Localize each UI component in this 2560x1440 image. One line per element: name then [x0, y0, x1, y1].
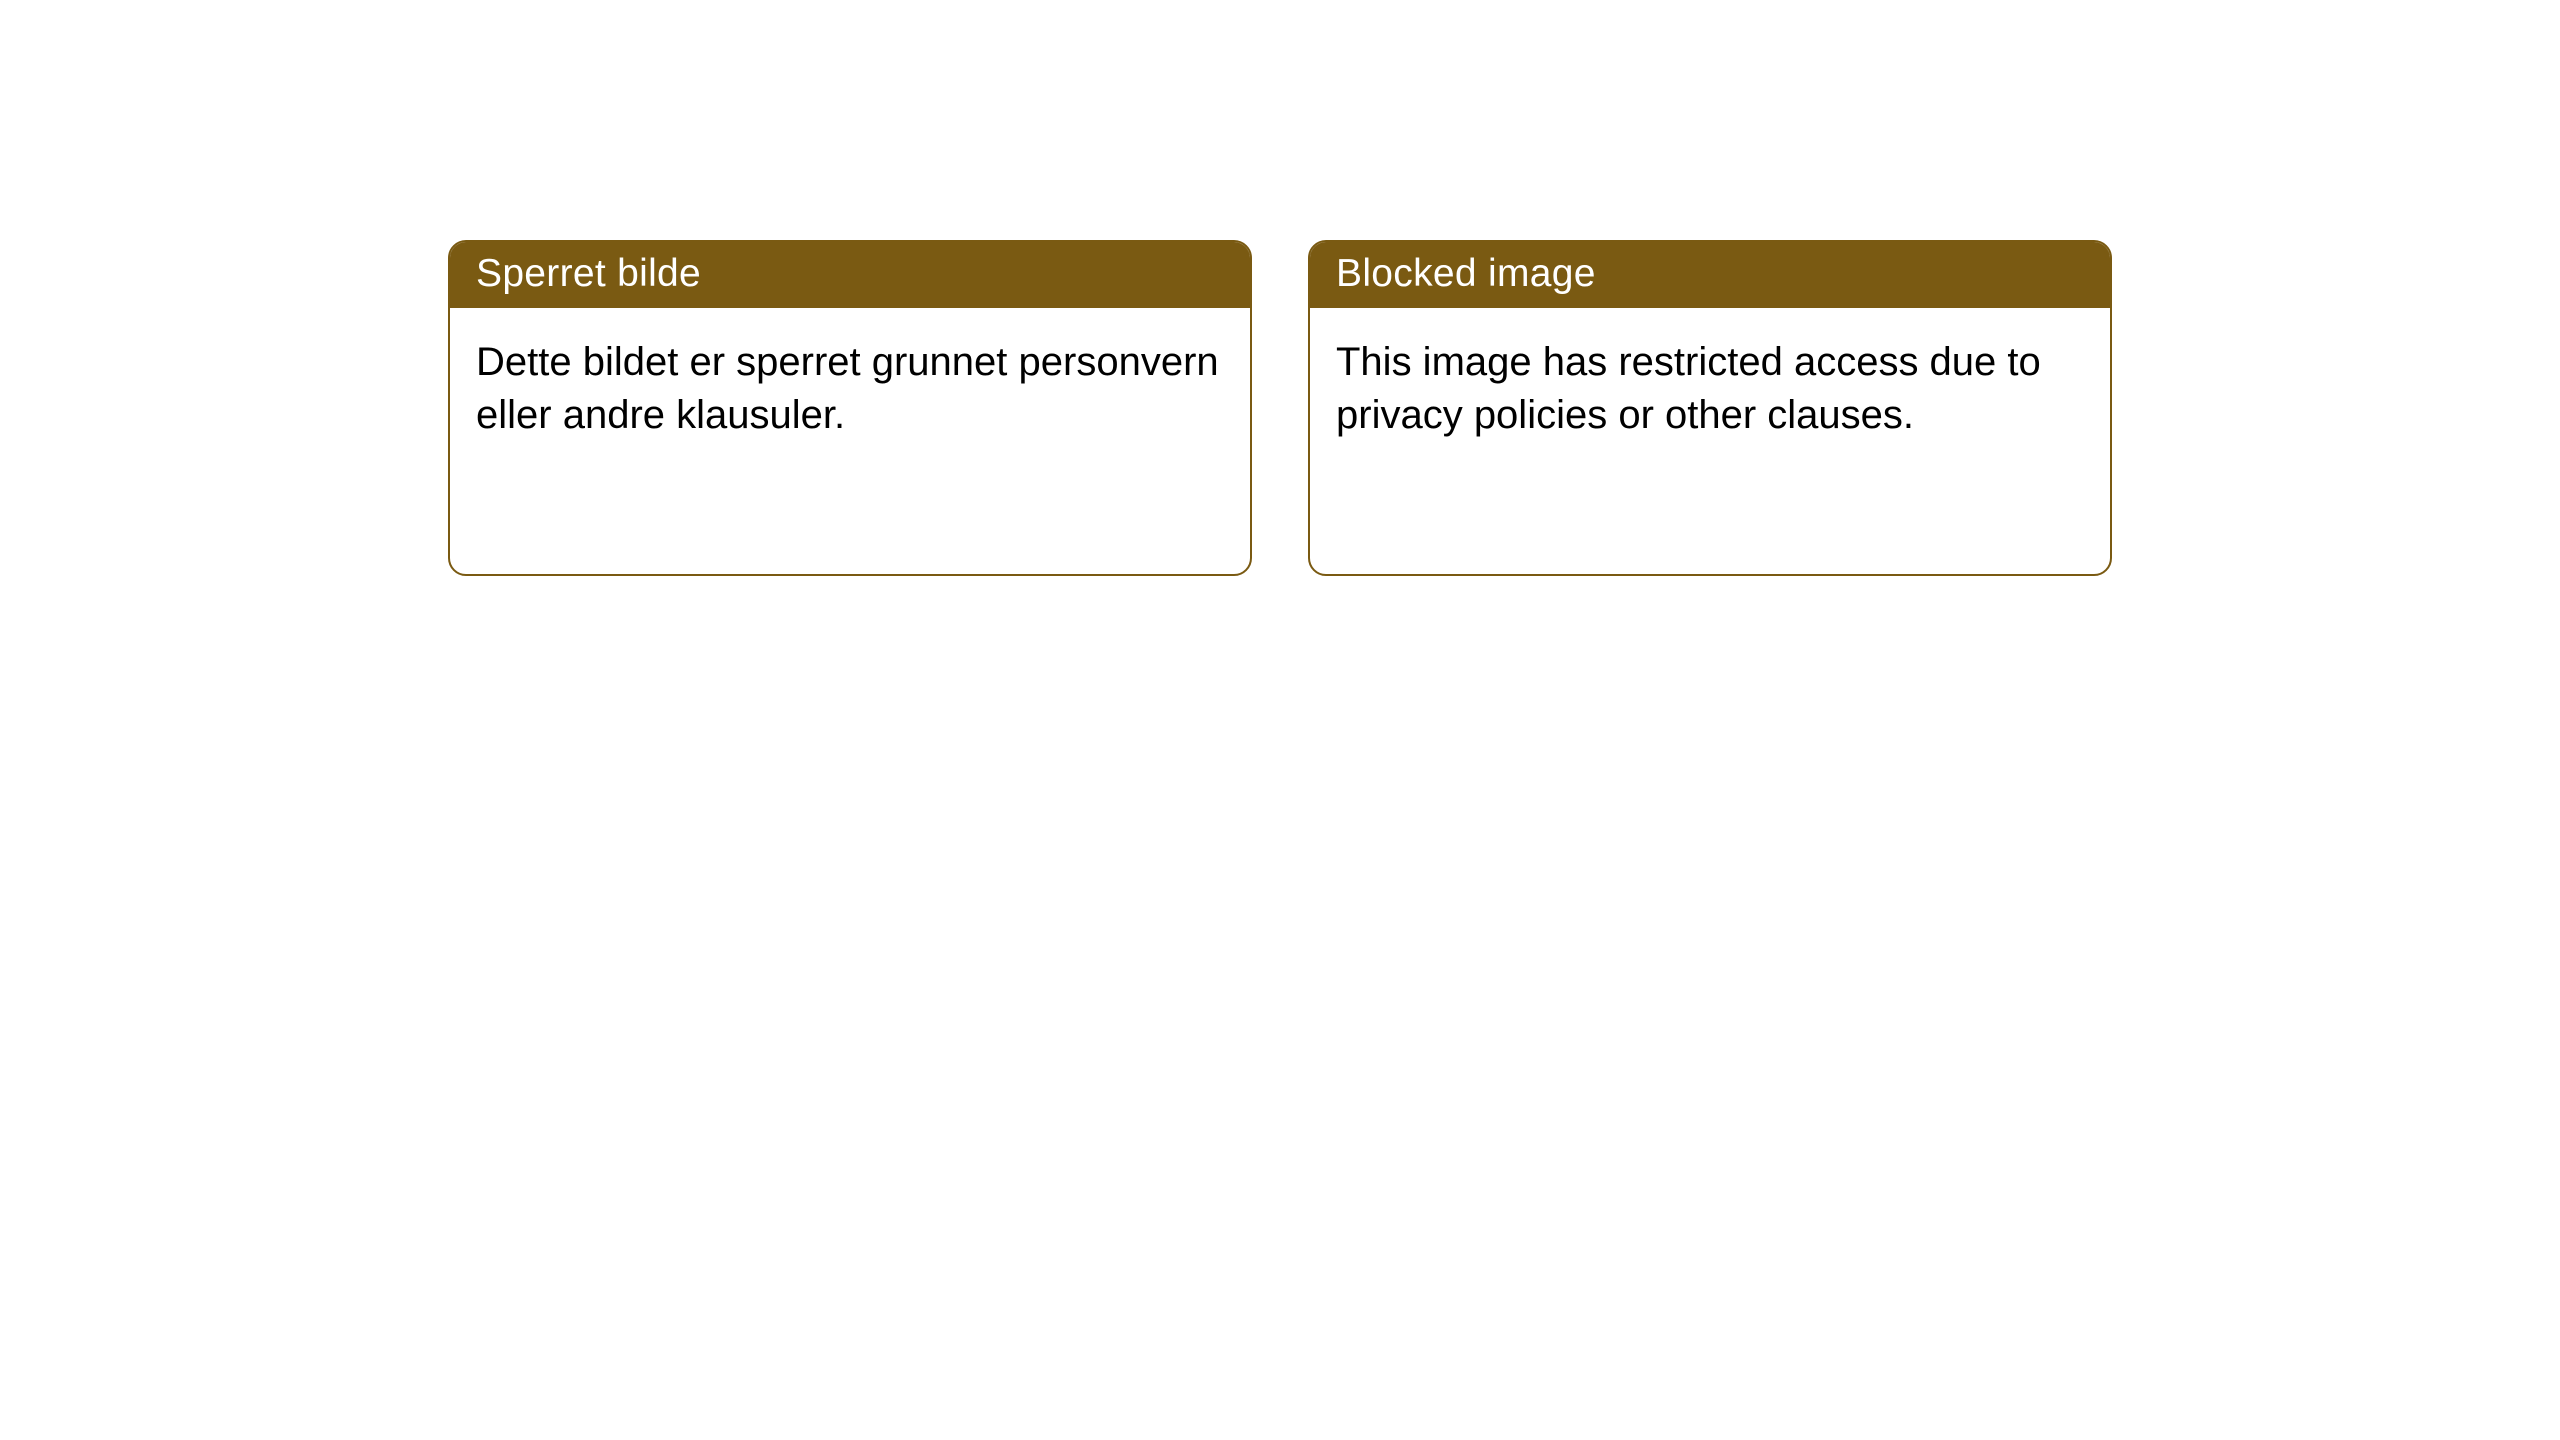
- notice-card-title: Blocked image: [1336, 252, 1596, 295]
- notice-card-title: Sperret bilde: [476, 252, 701, 295]
- notice-card-body: This image has restricted access due to …: [1310, 308, 2110, 470]
- notice-card-text: This image has restricted access due to …: [1336, 340, 2041, 437]
- notice-card-text: Dette bildet er sperret grunnet personve…: [476, 340, 1219, 437]
- notice-card-english: Blocked image This image has restricted …: [1308, 240, 2112, 576]
- notice-card-body: Dette bildet er sperret grunnet personve…: [450, 308, 1250, 470]
- notice-card-norwegian: Sperret bilde Dette bildet er sperret gr…: [448, 240, 1252, 576]
- notice-card-header: Sperret bilde: [450, 242, 1250, 308]
- notice-container: Sperret bilde Dette bildet er sperret gr…: [448, 240, 2112, 576]
- notice-card-header: Blocked image: [1310, 242, 2110, 308]
